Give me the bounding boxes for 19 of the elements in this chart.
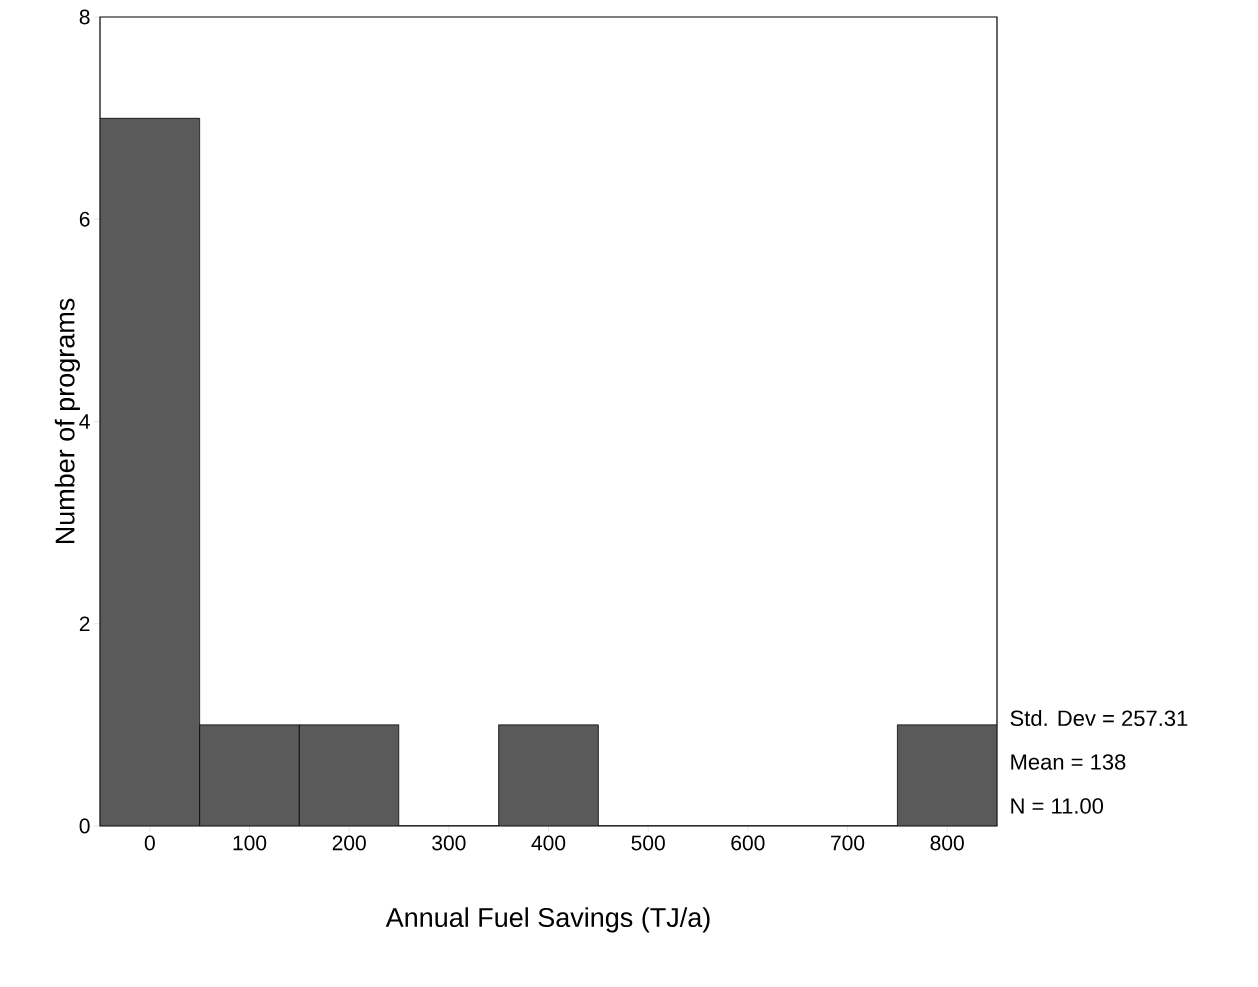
y-tick-label: 4 (79, 414, 90, 429)
x-tick-label: 300 (432, 835, 466, 851)
text: N = 11.00 (1011, 798, 1104, 814)
x-tick-label: 400 (531, 835, 566, 851)
x-tick-label: 100 (233, 835, 267, 851)
y-tick-label: 6 (79, 211, 90, 227)
x-tick-label: 800 (930, 835, 964, 851)
x-tick-label: 500 (631, 835, 665, 851)
x-tick-label: 0 (144, 835, 155, 851)
text: Mean = 138 (1011, 754, 1126, 770)
y-tick-label: 0 (79, 818, 90, 834)
x-axis-title: Annual Fuel Savings (TJ/a) (385, 907, 710, 933)
y-tick-label: 2 (79, 616, 90, 632)
x-tick-label: 200 (332, 835, 366, 851)
y-tick-label: 8 (79, 9, 90, 25)
x-tick-label: 600 (731, 835, 765, 851)
text: Std. Dev = 257.31 (1010, 709, 1188, 727)
x-tick-label: 700 (831, 835, 865, 851)
y-axis-title: Number of programs (54, 298, 80, 544)
